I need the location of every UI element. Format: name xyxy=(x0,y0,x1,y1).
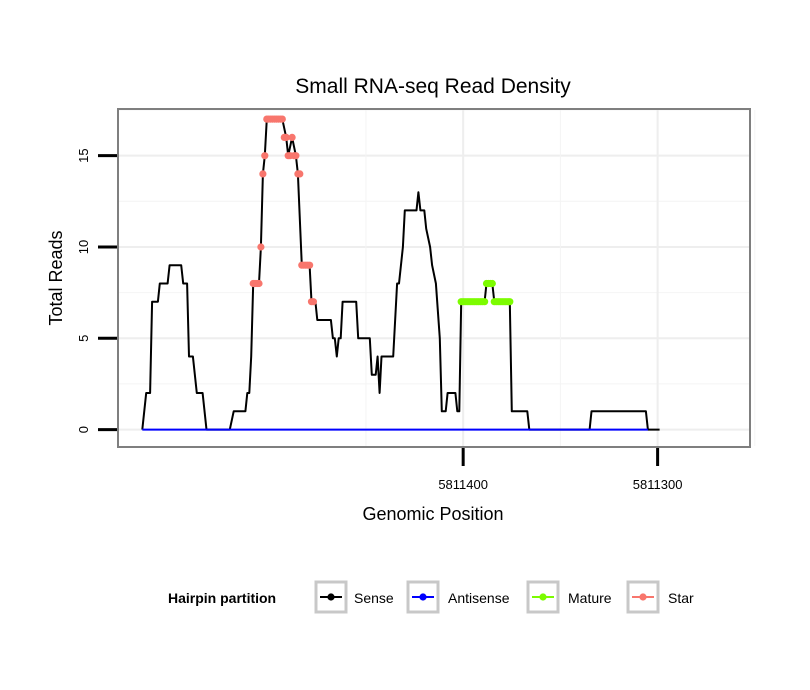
series-mature-point-16 xyxy=(488,279,496,288)
legend-key-point-mature xyxy=(539,593,547,601)
chart-title: Small RNA-seq Read Density xyxy=(295,75,571,98)
series-star-point-4 xyxy=(257,243,265,251)
legend-label-star: Star xyxy=(668,590,694,606)
legend-key-point-sense xyxy=(327,593,335,601)
legend-key-point-antisense xyxy=(419,593,427,601)
series-star-point-3 xyxy=(255,279,263,288)
x-tick-label-0: 5811400 xyxy=(438,477,488,492)
series-mature-point-25 xyxy=(506,298,514,306)
series-layer xyxy=(141,115,660,431)
series-star-point-20 xyxy=(288,133,296,141)
legend-key-point-star xyxy=(639,593,647,601)
grid-lines xyxy=(119,109,756,446)
series-mature-point-12 xyxy=(481,298,489,306)
series-star-point-31 xyxy=(309,298,317,306)
legend-label-sense: Sense xyxy=(354,590,394,606)
series-star-point-24 xyxy=(296,170,304,178)
series-sense-line xyxy=(141,118,660,431)
y-axis-label: Total Reads xyxy=(46,230,66,325)
legend-label-mature: Mature xyxy=(568,590,612,606)
series-star-point-6 xyxy=(261,152,269,160)
legend: Hairpin partition Sense Antisense Mature St… xyxy=(168,580,694,614)
series-star-point-22 xyxy=(292,152,300,160)
series-star-point-17 xyxy=(282,133,290,141)
x-axis-label: Genomic Position xyxy=(362,504,503,524)
y-tick-label-2: 10 xyxy=(76,240,91,254)
series-star-point-15 xyxy=(278,115,286,123)
plot-panel-border xyxy=(117,108,751,448)
series-star-point-29 xyxy=(306,261,314,269)
y-tick-label-0: 0 xyxy=(76,426,91,433)
legend-title: Hairpin partition xyxy=(168,590,276,606)
x-tick-label-1: 5811300 xyxy=(633,477,683,492)
y-tick-label-3: 15 xyxy=(76,148,91,162)
axes-layer: 0 5 10 15 5811400 5811300 xyxy=(76,148,682,492)
y-tick-label-1: 5 xyxy=(76,335,91,342)
series-star-point-5 xyxy=(259,170,267,178)
legend-label-antisense: Antisense xyxy=(448,590,510,606)
